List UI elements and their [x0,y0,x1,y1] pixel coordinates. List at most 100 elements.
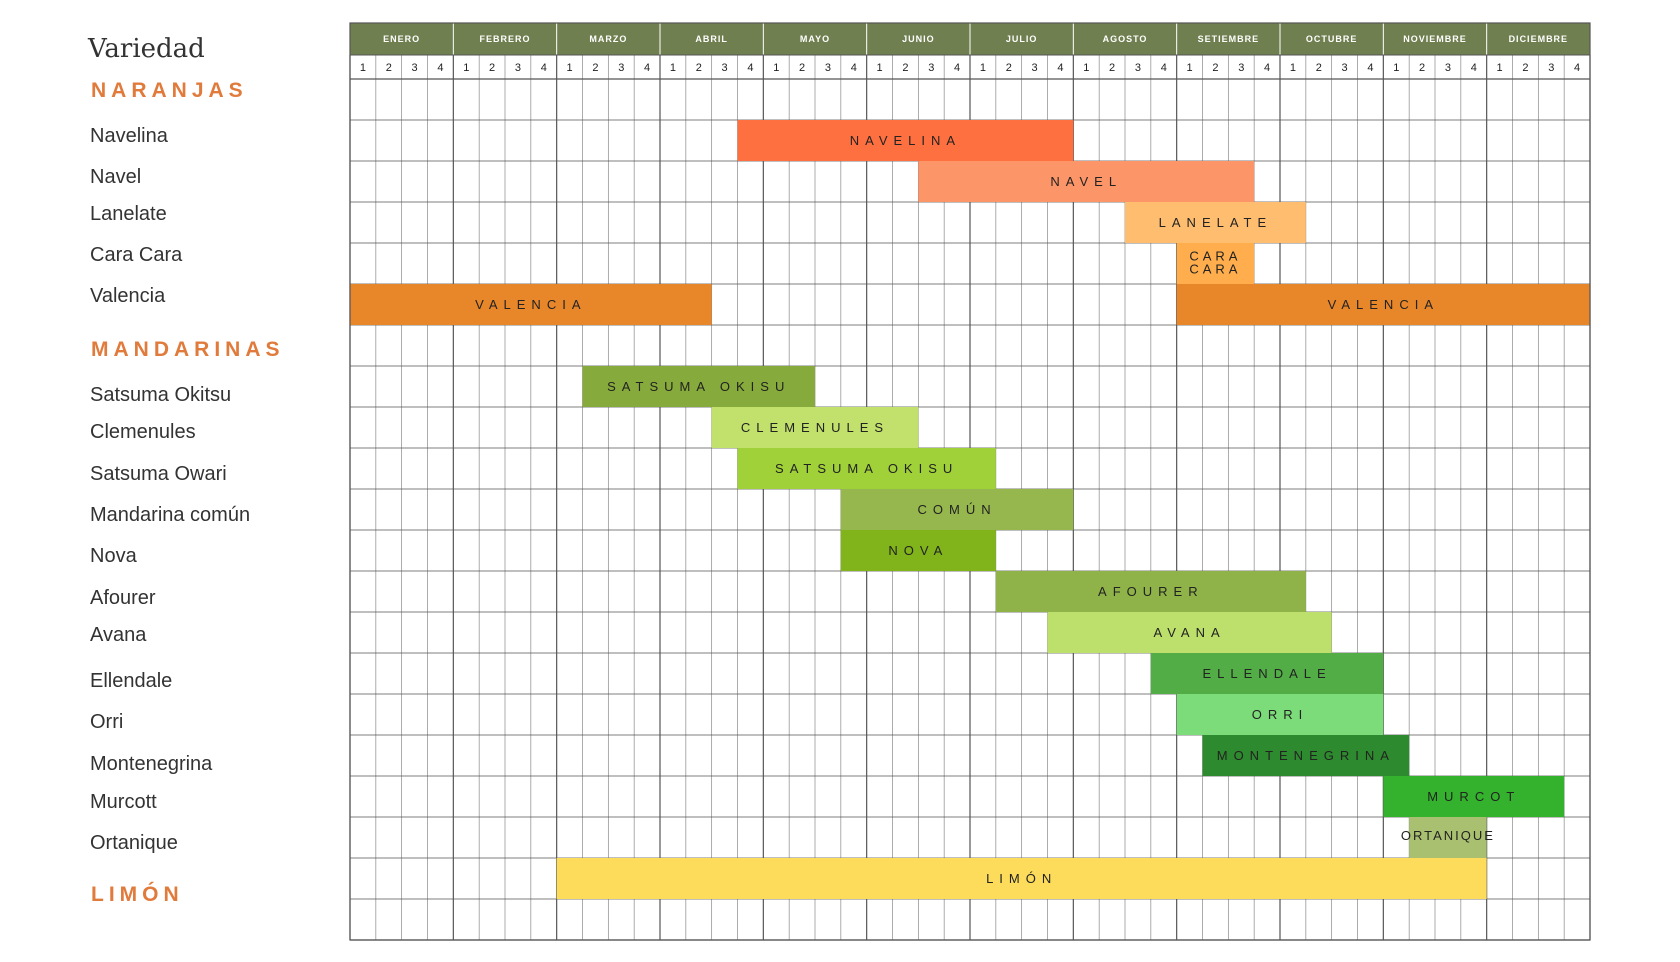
week-label: 4 [747,62,753,74]
week-label: 3 [1032,62,1038,74]
bar-label: ORTANIQUE [1401,828,1495,843]
week-label: 4 [1161,62,1167,74]
week-label: 1 [463,62,469,74]
week-label: 3 [515,62,521,74]
month-label: MARZO [589,34,627,44]
bar-clemenules [711,407,919,448]
week-label: 4 [1057,62,1063,74]
week-label: 3 [1548,62,1554,74]
bar-label: NAVEL [1050,174,1122,189]
week-label: 4 [1264,62,1270,74]
group-label-limon: LIMÓN [91,883,184,906]
page-title: Variedad [88,34,205,64]
bar-satsuma-okisu [582,366,815,407]
bar-común [840,489,1074,530]
chart-border [349,22,1591,941]
bar-murcot [1383,776,1565,817]
calendar-grid-svg: ENERO FEBRERO MARZO ABRIL MAYO JUNIO JULIO AGOS… [349,22,1591,941]
bar-label: LIMÓN [986,871,1057,886]
bar-montenegrina [1202,735,1410,776]
week-label: 2 [902,62,908,74]
row-label-lanelate: Lanelate [90,203,167,225]
bar-avana [1047,612,1332,653]
week-label: 1 [567,62,573,74]
week-label: 1 [1393,62,1399,74]
week-label: 3 [722,62,728,74]
week-label: 2 [1316,62,1322,74]
week-label: 2 [1522,62,1528,74]
week-label: 2 [489,62,495,74]
row-label-valencia: Valencia [90,285,166,307]
row-label-orri: Orri [90,711,124,733]
week-label: 3 [412,62,418,74]
bar-label: AVANA [1154,625,1226,640]
bar-label: NOVA [888,543,948,558]
row-label-murcott: Murcott [90,791,157,813]
week-label: 1 [773,62,779,74]
row-label-navelina: Navelina [90,125,168,147]
week-label: 4 [644,62,650,74]
row-label-navel: Navel [90,166,142,188]
week-label: 2 [1109,62,1115,74]
month-label: DICIEMBRE [1509,34,1569,44]
row-label-nova: Nova [90,545,137,567]
week-label: 2 [799,62,805,74]
week-label: 1 [980,62,986,74]
bar-limón [556,858,1487,899]
bar-label: CLEMENULES [741,420,889,435]
week-label: 3 [1135,62,1141,74]
week-label: 4 [1574,62,1580,74]
bar-label: ORRI [1252,707,1309,722]
month-label: ABRIL [695,34,728,44]
group-label-naranjas: NARANJAS [91,79,248,102]
bar-label: NAVELINA [850,133,961,148]
bar-navel [918,161,1255,202]
row-label-ortanique: Ortanique [90,832,178,854]
week-label: 2 [1419,62,1425,74]
week-label: 4 [437,62,443,74]
week-label: 1 [1187,62,1193,74]
month-label: JUNIO [902,34,935,44]
bar-orri [1176,694,1384,735]
bar-valencia [350,284,712,325]
week-label: 4 [851,62,857,74]
bar-label: SATSUMA OKISU [607,379,790,394]
week-label: 1 [1290,62,1296,74]
week-label: 1 [1083,62,1089,74]
week-label: 3 [1342,62,1348,74]
row-label-clemenules: Clemenules [90,421,196,443]
group-label-mandarinas: MANDARINAS [91,338,285,361]
harvest-calendar-chart: ENERO FEBRERO MARZO ABRIL MAYO JUNIO JULIO AGOS… [349,22,1591,945]
month-label: AGOSTO [1103,34,1148,44]
week-label: 4 [1367,62,1373,74]
row-label-ellendale: Ellendale [90,670,173,692]
row-label-satsuma-okitsu: Satsuma Okitsu [90,384,232,406]
bar-ortanique [1409,817,1487,858]
bar-label: LANELATE [1159,215,1273,230]
week-label: 1 [877,62,883,74]
bar-label: ELLENDALE [1203,666,1332,681]
week-label: 3 [928,62,934,74]
week-label: 2 [1212,62,1218,74]
row-label-cara-cara: Cara Cara [90,244,183,266]
bar-label: SATSUMA OKISU [775,461,958,476]
bar-label: MURCOT [1427,789,1520,804]
month-label: OCTUBRE [1306,34,1358,44]
week-label: 3 [1238,62,1244,74]
row-label-satsuma-owari: Satsuma Owari [90,463,227,485]
week-label: 3 [618,62,624,74]
week-label: 2 [592,62,598,74]
bar-nova [840,530,996,571]
bar-ellendale [1150,653,1384,694]
bar-label: CARA [1189,249,1241,264]
bar-navelina [737,120,1074,161]
bar-afourer [995,571,1306,612]
week-label: 2 [386,62,392,74]
month-label: ENERO [383,34,420,44]
week-label: 3 [825,62,831,74]
week-label: 1 [360,62,366,74]
week-label: 2 [1006,62,1012,74]
row-label-afourer: Afourer [90,587,156,609]
week-label: 4 [1471,62,1477,74]
bar-lanelate [1125,202,1306,243]
